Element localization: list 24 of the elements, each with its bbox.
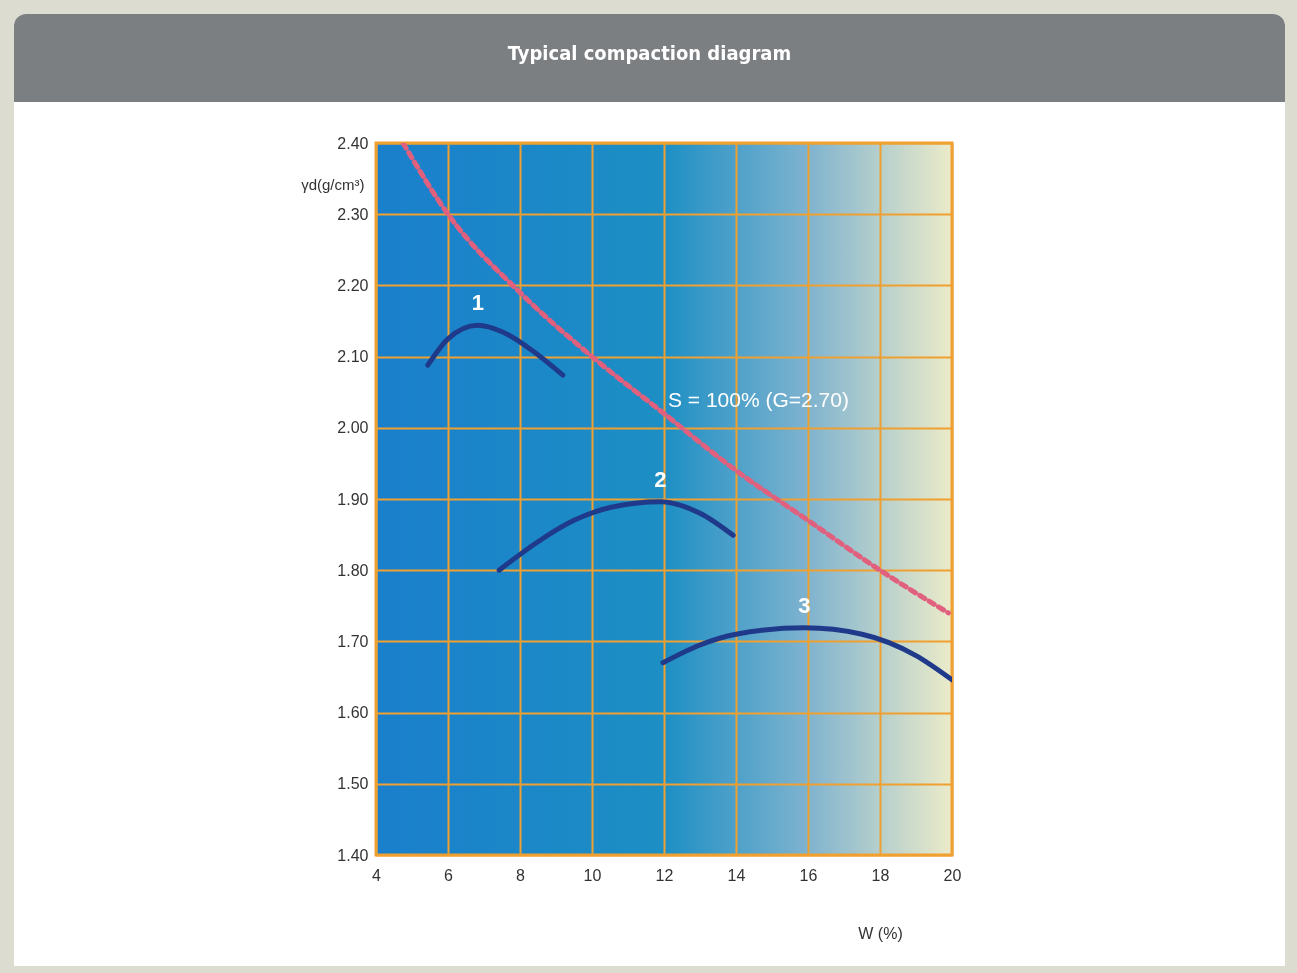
x-tick-label: 4 xyxy=(372,866,382,884)
x-tick-label: 8 xyxy=(516,866,526,884)
y-tick-label: 1.60 xyxy=(337,704,369,722)
x-tick-label: 14 xyxy=(727,866,746,884)
x-tick-label: 10 xyxy=(583,866,602,884)
y-tick-label: 1.90 xyxy=(337,490,369,508)
x-tick-label: 12 xyxy=(655,866,674,884)
y-tick-label: 1.80 xyxy=(337,561,369,579)
y-tick-label: 2.30 xyxy=(337,205,369,223)
x-tick-label: 20 xyxy=(943,866,962,884)
chart-title: Typical compaction diagram xyxy=(14,14,1285,102)
y-tick-label: 1.40 xyxy=(337,846,369,864)
x-tick-label: 18 xyxy=(871,866,890,884)
x-tick-label: 16 xyxy=(799,866,818,884)
x-tick-label: 6 xyxy=(444,866,454,884)
x-axis-title: W (%) xyxy=(858,924,903,942)
y-tick-label: 1.70 xyxy=(337,632,369,650)
y-tick-label: 1.50 xyxy=(337,775,369,793)
y-tick-label: 2.00 xyxy=(337,419,369,437)
y-tick-label: 2.20 xyxy=(337,276,369,294)
y-axis-title: γd(g/cm³) xyxy=(301,175,365,193)
y-tick-label: 2.10 xyxy=(337,348,369,366)
series-label: 1 xyxy=(471,290,485,316)
y-tick-label: 2.40 xyxy=(337,134,369,152)
